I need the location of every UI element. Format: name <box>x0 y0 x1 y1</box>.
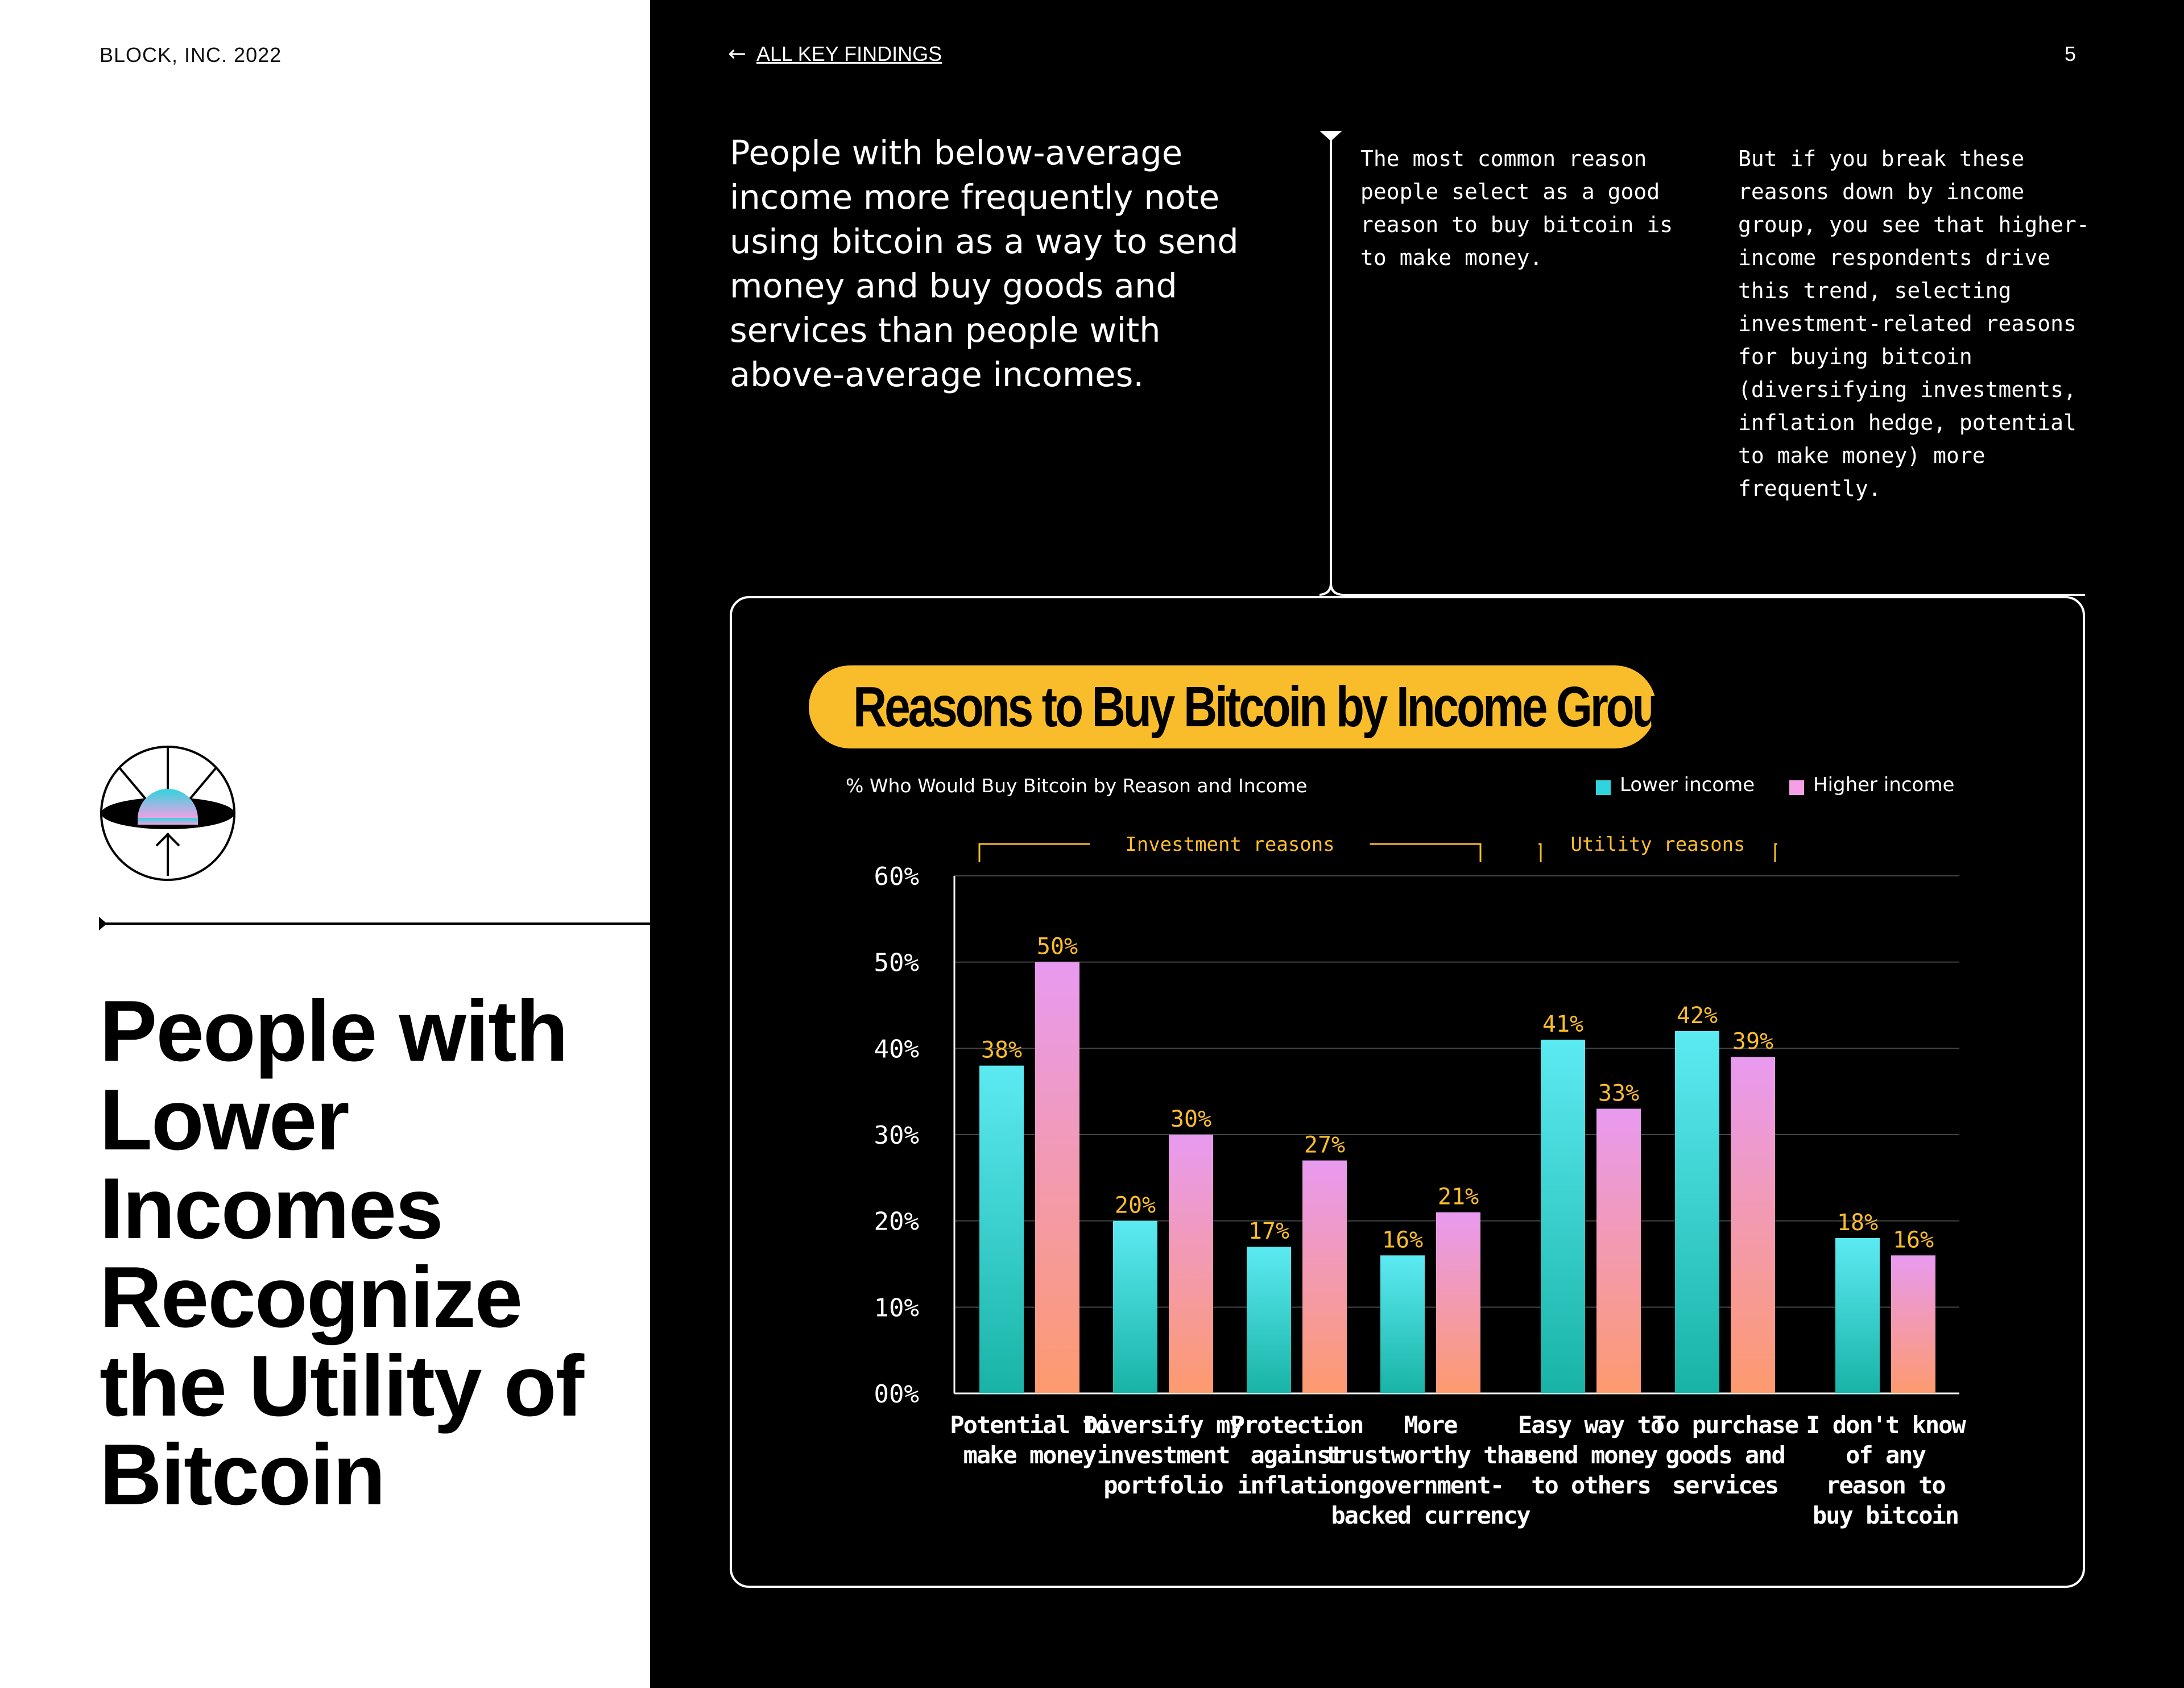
y-tick-label: 10% <box>874 1293 919 1322</box>
all-key-findings-link[interactable]: ALL KEY FINDINGS <box>756 42 942 65</box>
column-divider-lines <box>1319 131 2085 596</box>
y-tick-label: 00% <box>874 1380 919 1409</box>
data-label: 39% <box>1732 1029 1773 1055</box>
legend-swatch-higher <box>1789 780 1804 795</box>
bar-lower-income <box>1247 1247 1291 1393</box>
y-tick-label: 40% <box>874 1035 919 1064</box>
legend-higher-income: Higher income <box>1813 773 1955 796</box>
x-tick-label: Potential to make money <box>950 1411 1109 1469</box>
x-tick-label: I don't know of any reason to buy bitcoin <box>1806 1411 1966 1529</box>
group-bracket <box>1538 843 1542 862</box>
group-label: Utility reasons <box>1570 833 1745 856</box>
bar-higher-income <box>1436 1212 1480 1393</box>
divider-notch <box>99 917 107 930</box>
bar-higher-income <box>1891 1255 1935 1393</box>
y-tick-label: 50% <box>874 949 919 978</box>
group-bracket <box>1370 843 1482 862</box>
bar-lower-income <box>1541 1040 1585 1393</box>
data-label: 33% <box>1598 1081 1639 1107</box>
data-label: 38% <box>981 1037 1022 1064</box>
legend-lower-income: Lower income <box>1620 773 1755 796</box>
bar-lower-income <box>1675 1031 1719 1393</box>
x-tick-label: Protection against inflation <box>1231 1411 1363 1499</box>
x-tick-label: To purchase goods and services <box>1652 1411 1798 1499</box>
bar-higher-income <box>1302 1160 1347 1393</box>
y-tick-label: 30% <box>874 1121 919 1150</box>
x-tick-label: More trustworthy than government-backed cu… <box>1325 1411 1537 1529</box>
data-label: 21% <box>1438 1184 1479 1210</box>
page-number: 5 <box>2065 42 2077 65</box>
bar-lower-income <box>1835 1238 1880 1393</box>
data-label: 16% <box>1382 1227 1423 1253</box>
x-tick-label: Diversify my investment portfolio <box>1083 1411 1243 1499</box>
group-bracket <box>978 843 1090 862</box>
brand-label: BLOCK, INC. 2022 <box>100 43 282 67</box>
bar-higher-income <box>1169 1135 1213 1393</box>
bar-higher-income <box>1596 1108 1641 1393</box>
bar-higher-income <box>1731 1057 1775 1393</box>
bar-higher-income <box>1035 962 1079 1393</box>
data-label: 16% <box>1893 1227 1934 1253</box>
x-tick-label: Easy way to send money to others <box>1518 1411 1664 1499</box>
body-column-2: But if you break these reasons down by i… <box>1738 146 2090 501</box>
data-label: 41% <box>1542 1011 1583 1037</box>
group-label: Investment reasons <box>1125 833 1334 856</box>
y-tick-label: 60% <box>874 862 919 891</box>
back-arrow-icon[interactable]: ← <box>728 41 746 66</box>
bitcoin-eye-logo-icon <box>100 746 235 881</box>
chart-title-pill <box>809 665 1656 748</box>
left-divider <box>100 922 650 925</box>
chart-card <box>730 596 2085 1588</box>
data-label: 30% <box>1170 1106 1211 1132</box>
body-column-1: The most common reason people select as … <box>1360 146 1673 270</box>
data-label: 50% <box>1037 934 1078 960</box>
data-label: 17% <box>1248 1218 1289 1244</box>
data-label: 42% <box>1677 1003 1718 1029</box>
data-label: 27% <box>1304 1132 1345 1159</box>
group-bracket <box>1774 843 1777 862</box>
page-title: People with Lower Incomes Recognize the … <box>100 983 584 1523</box>
y-tick-label: 20% <box>874 1207 919 1236</box>
bar-lower-income <box>979 1065 1024 1393</box>
chart-subtitle: % Who Would Buy Bitcoin by Reason and In… <box>846 775 1308 797</box>
data-label: 20% <box>1115 1193 1156 1219</box>
data-label: 18% <box>1837 1210 1878 1236</box>
legend-swatch-lower <box>1596 780 1611 795</box>
bar-lower-income <box>1380 1255 1425 1393</box>
bar-lower-income <box>1113 1221 1157 1393</box>
lead-paragraph: People with below-average income more fr… <box>730 133 1239 394</box>
